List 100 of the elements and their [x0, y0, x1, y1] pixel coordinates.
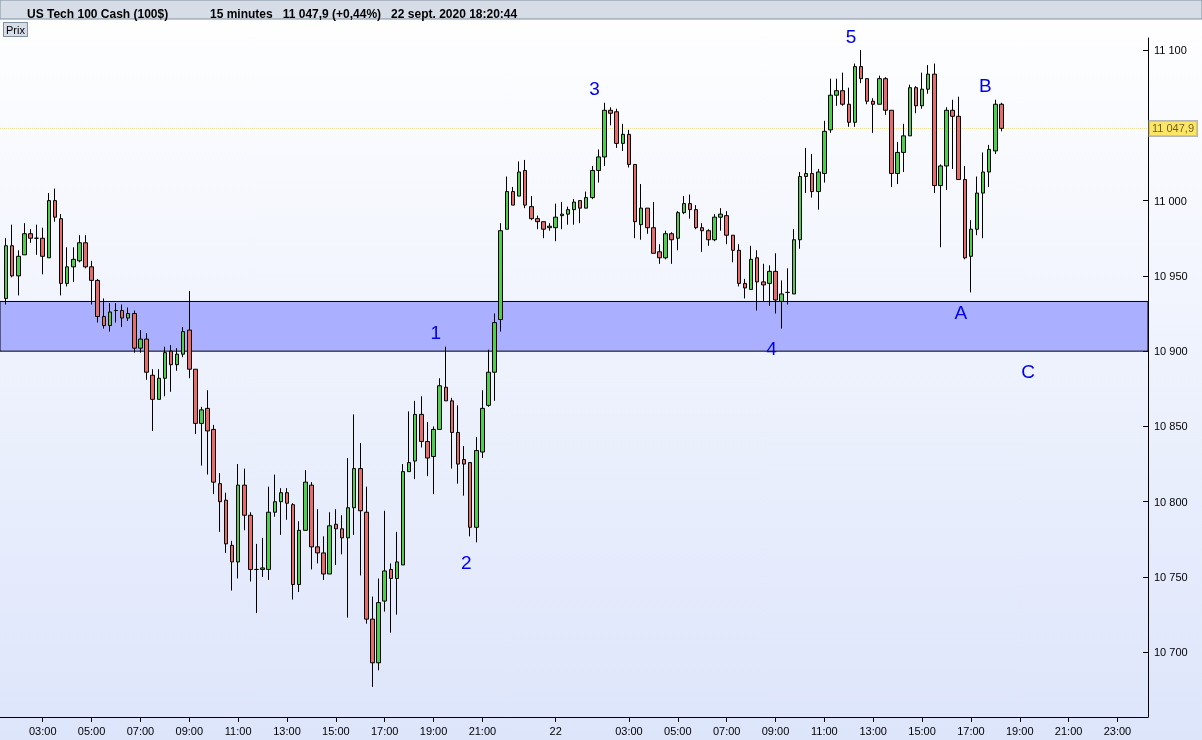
x-tick-label: 13:00 — [273, 724, 301, 737]
candlestick — [389, 562, 393, 634]
candlestick — [505, 176, 509, 230]
annotation: 2 — [461, 551, 472, 573]
x-tick-label: 17:00 — [370, 724, 399, 737]
candlestick — [157, 368, 161, 400]
chart-subtitle: 15 minutes 11 047,9 (+0,44%) 22 sept. 2020 18:20:44 — [210, 7, 518, 21]
candlestick — [810, 153, 814, 199]
x-tick-label: 23:00 — [1103, 724, 1132, 737]
candlestick — [224, 492, 228, 554]
candlestick — [798, 171, 802, 250]
candlestick — [792, 228, 796, 295]
candlestick — [560, 201, 564, 230]
candlestick — [395, 531, 399, 616]
text: Prix — [6, 23, 26, 36]
chart-title: US Tech 100 Cash (100$) — [27, 7, 169, 21]
candlestick — [10, 224, 14, 278]
candlestick — [700, 222, 704, 253]
candlestick — [969, 219, 973, 293]
candlestick — [743, 278, 747, 299]
candlestick — [517, 160, 521, 197]
candlestick — [401, 463, 405, 566]
y-tick-label: 10 850 — [1154, 420, 1188, 433]
annotation: B — [979, 75, 992, 97]
x-tick-label: 21:00 — [1054, 724, 1083, 737]
candlestick — [334, 508, 338, 566]
candlestick — [407, 410, 411, 473]
candlestick — [682, 195, 686, 215]
candlestick — [218, 472, 222, 533]
candlestick — [65, 246, 69, 287]
x-tick-label: 19:00 — [1006, 724, 1034, 737]
candlestick — [59, 213, 63, 296]
candlestick — [804, 147, 808, 194]
x-tick-label: 15:00 — [908, 724, 936, 737]
candlestick — [676, 210, 680, 251]
candlestick — [584, 191, 588, 209]
candlestick — [853, 63, 857, 128]
candlestick — [352, 413, 356, 536]
candlestick — [16, 249, 21, 296]
candlestick — [572, 198, 576, 226]
candlestick — [987, 144, 991, 188]
candlestick — [413, 400, 417, 480]
candlestick — [340, 514, 344, 555]
candlestick — [694, 204, 698, 230]
x-tick-label: 03:00 — [28, 724, 57, 737]
candlestick — [749, 245, 753, 290]
candlestick — [511, 186, 515, 206]
x-tick-label: 05:00 — [77, 724, 106, 737]
candlestick — [462, 445, 466, 497]
candlestick — [450, 397, 454, 470]
candlestick — [150, 368, 155, 432]
candlestick — [633, 163, 637, 239]
x-tick-label: 13:00 — [859, 724, 887, 737]
x-tick-label: 07:00 — [126, 724, 155, 737]
candlestick — [566, 206, 570, 226]
x-tick-label: 03:00 — [615, 724, 643, 737]
candlestick — [908, 84, 912, 137]
candlestick — [285, 487, 289, 521]
candlestick — [688, 194, 692, 220]
candlestick — [865, 78, 869, 105]
candlestick — [236, 463, 240, 579]
candlestick — [731, 234, 735, 263]
annotation: C — [1021, 360, 1035, 382]
x-tick-label: 22 — [549, 724, 562, 737]
candlestick — [914, 85, 918, 114]
candlestick — [279, 487, 283, 536]
candlestick — [291, 502, 295, 601]
x-tick-label: 11:00 — [811, 724, 838, 737]
y-tick-label: 10 900 — [1154, 345, 1188, 358]
annotation: 3 — [589, 78, 600, 100]
annotation: 5 — [845, 25, 857, 47]
y-tick-label: 11 100 — [1154, 44, 1187, 57]
candlestick — [963, 165, 967, 260]
y-tick-label: 10 950 — [1154, 269, 1188, 282]
x-tick-label: 05:00 — [664, 724, 692, 737]
candlestick — [926, 64, 930, 95]
x-tick-label: 07:00 — [712, 724, 741, 737]
candlestick — [230, 540, 234, 592]
candlestick — [975, 176, 979, 236]
y-tick-label: 11 000 — [1154, 194, 1187, 207]
candlestick — [981, 151, 985, 239]
x-tick-label: 15:00 — [322, 724, 350, 737]
candlestick — [621, 123, 625, 152]
ref-line-label: 11 047,9 — [1152, 122, 1195, 135]
x-tick-label: 19:00 — [419, 724, 448, 737]
candlestick — [456, 404, 460, 485]
candlestick — [737, 243, 741, 287]
candlestick — [297, 520, 301, 593]
annotation: A — [954, 301, 968, 323]
y-tick-label: 10 750 — [1154, 570, 1188, 583]
candlestick — [847, 87, 851, 128]
candlestick — [523, 159, 527, 209]
x-tick-label: 17:00 — [957, 724, 985, 737]
candlestick — [273, 474, 277, 518]
candlestick — [120, 303, 124, 328]
candlestick — [53, 188, 57, 223]
x-tick-label: 11:00 — [224, 724, 252, 737]
candlestick — [859, 49, 863, 84]
candlestick — [627, 129, 631, 168]
candlestick — [358, 442, 363, 576]
